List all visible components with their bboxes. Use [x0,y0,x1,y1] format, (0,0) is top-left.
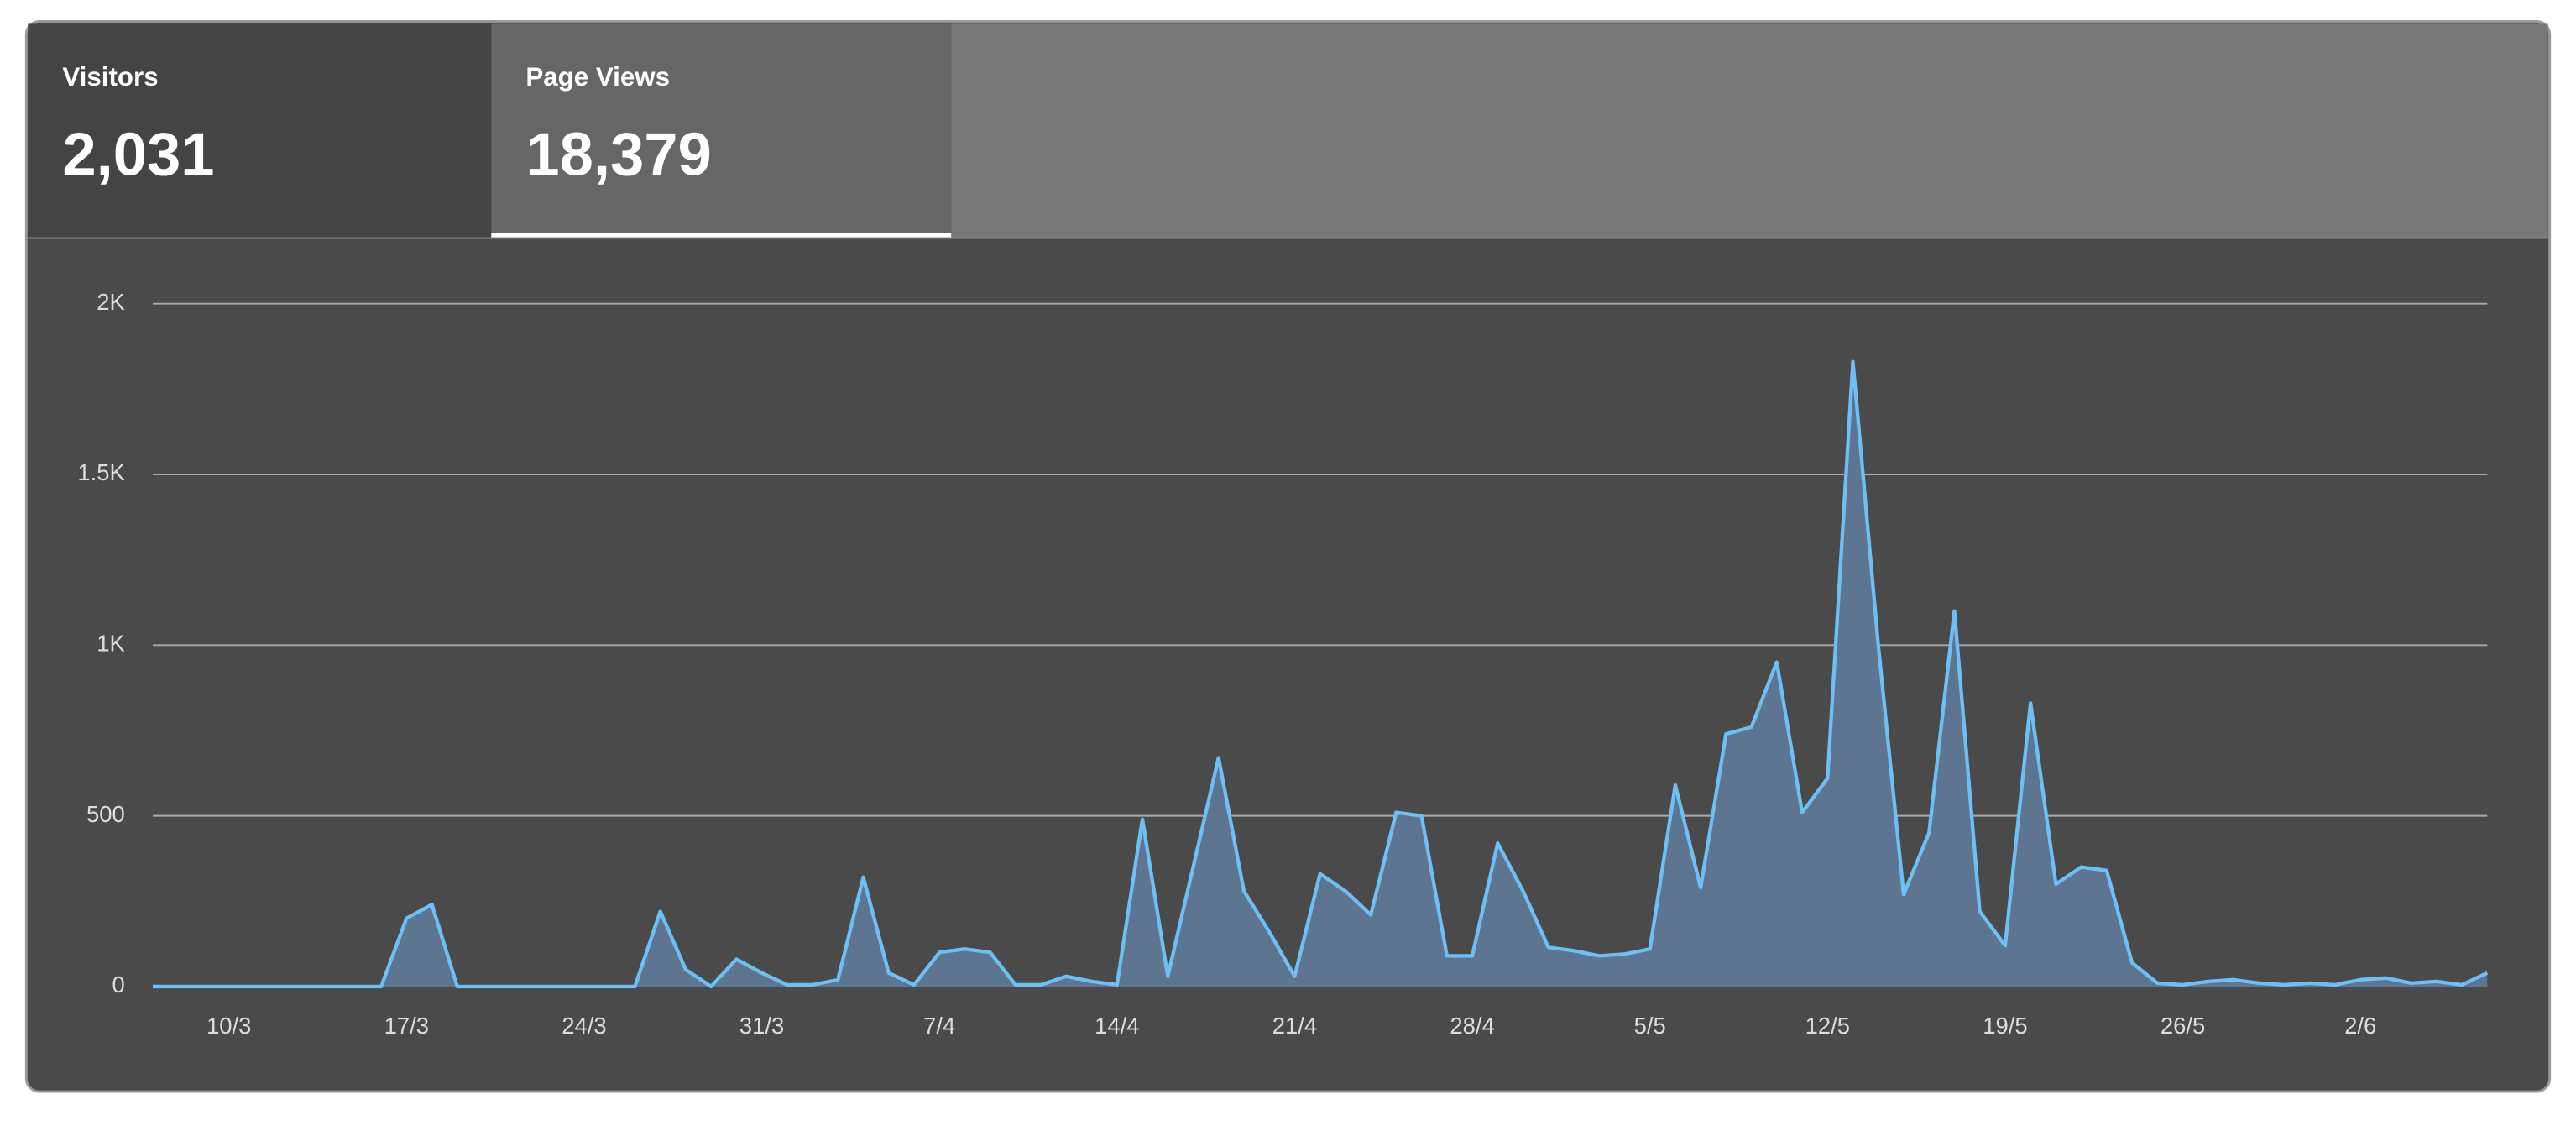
tab-value: 18,379 [525,121,711,189]
x-tick-label: 19/5 [1983,1013,2027,1039]
x-tick-label: 28/4 [1450,1013,1494,1039]
y-tick-label: 0 [112,971,125,997]
tab-label: Page Views [525,62,670,92]
x-tick-label: 17/3 [384,1013,429,1039]
tab-underline [491,233,952,238]
x-tick-label: 2/6 [2344,1013,2376,1039]
tab-label: Visitors [62,62,158,92]
x-tick-label: 12/5 [1805,1013,1850,1039]
x-tick-label: 24/3 [562,1013,606,1039]
card [24,19,2552,1093]
tab-bar-empty [951,23,2548,238]
y-tick-label: 1K [97,631,125,657]
x-tick-label: 5/5 [1634,1013,1666,1039]
tab-value: 2,031 [62,121,214,189]
x-tick-label: 21/4 [1272,1013,1317,1039]
plot: 0 500 1K 1.5K 2K 10/3 17/3 24/3 31/3 7/4 14/4 21/4 2… [77,289,2489,1039]
tab-page-views[interactable] [491,23,952,238]
x-tick-label: 14/4 [1095,1013,1139,1039]
y-tick-label: 500 [86,801,125,827]
y-tick-label: 1.5K [77,459,124,485]
tab-visitors[interactable] [28,23,492,238]
y-tick-label: 2K [97,289,125,315]
x-tick-label: 7/4 [923,1013,955,1039]
x-tick-label: 10/3 [206,1013,251,1039]
line [153,359,2489,989]
x-tick-label: 26/5 [2161,1013,2205,1039]
x-tick-label: 31/3 [739,1013,784,1039]
